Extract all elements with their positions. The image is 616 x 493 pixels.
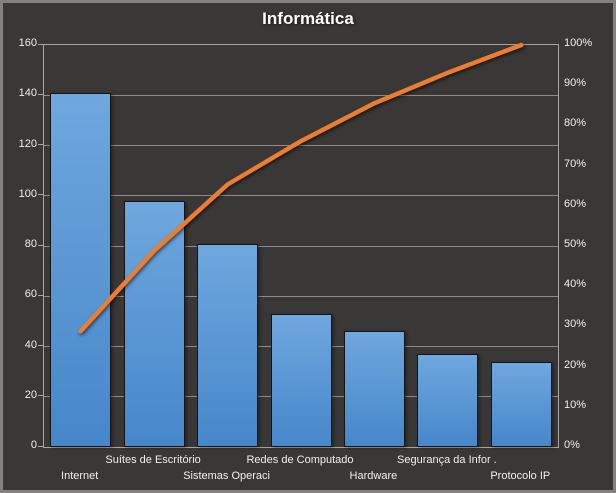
right-axis-tick-label: 60% bbox=[564, 197, 587, 210]
left-axis-tick-label: 40 bbox=[24, 338, 37, 351]
gridline bbox=[44, 295, 558, 297]
chart-title: Informática bbox=[262, 9, 354, 28]
gridline bbox=[44, 145, 558, 146]
right-axis-tick-label: 70% bbox=[564, 157, 587, 170]
cumulative-line-layer bbox=[78, 42, 524, 334]
right-axis-tick-label: 80% bbox=[564, 117, 587, 130]
right-axis-tick-label: 100% bbox=[564, 37, 593, 49]
category-label: Hardware bbox=[349, 470, 398, 482]
left-axis-tick-label: 140 bbox=[18, 87, 37, 100]
bar bbox=[490, 361, 552, 447]
left-axis-tick bbox=[38, 294, 43, 296]
right-axis-tick-label: 40% bbox=[564, 278, 587, 291]
bar bbox=[197, 243, 259, 447]
right-axis-tick-label: 0% bbox=[564, 439, 580, 451]
gridline bbox=[44, 245, 558, 247]
left-axis-tick-label: 160 bbox=[18, 37, 37, 49]
cumulative-line bbox=[78, 42, 524, 334]
gridline bbox=[44, 94, 558, 96]
left-axis-tick-label: 80 bbox=[24, 238, 37, 250]
left-axis-tick bbox=[38, 194, 43, 196]
left-axis-tick bbox=[38, 244, 43, 246]
left-axis-tick bbox=[38, 43, 43, 45]
bar bbox=[270, 313, 332, 447]
left-axis-tick-label: 100 bbox=[18, 187, 37, 200]
bar bbox=[50, 92, 112, 447]
right-axis-tick-label: 20% bbox=[564, 358, 587, 371]
left-axis-tick bbox=[38, 144, 43, 145]
category-label: Suítes de Escritório bbox=[105, 454, 201, 466]
right-axis-tick-label: 10% bbox=[564, 398, 587, 411]
left-axis-tick-label: 0 bbox=[30, 439, 37, 451]
left-axis-tick bbox=[38, 345, 43, 346]
left-axis-tick bbox=[38, 93, 43, 95]
bar bbox=[343, 331, 405, 447]
left-axis-tick-label: 60 bbox=[24, 288, 37, 301]
bar bbox=[417, 354, 479, 447]
left-axis-tick bbox=[38, 395, 43, 397]
category-label: Protocolo IP bbox=[490, 470, 551, 482]
right-axis-tick-label: 90% bbox=[564, 77, 587, 90]
right-axis-tick-label: 30% bbox=[564, 318, 587, 331]
bar bbox=[123, 200, 185, 447]
gridline bbox=[44, 195, 558, 197]
left-axis-tick-label: 20 bbox=[24, 388, 37, 401]
plot-area bbox=[43, 42, 559, 448]
category-label: Redes de Computado bbox=[246, 454, 354, 466]
left-axis-tick-label: 120 bbox=[18, 137, 37, 150]
category-label: Segurança da Infor . bbox=[397, 454, 497, 466]
category-label: Sistemas Operaci bbox=[183, 470, 270, 482]
left-axis-tick bbox=[38, 445, 43, 447]
right-axis-tick-label: 50% bbox=[564, 238, 587, 250]
category-label: Internet bbox=[61, 470, 99, 482]
